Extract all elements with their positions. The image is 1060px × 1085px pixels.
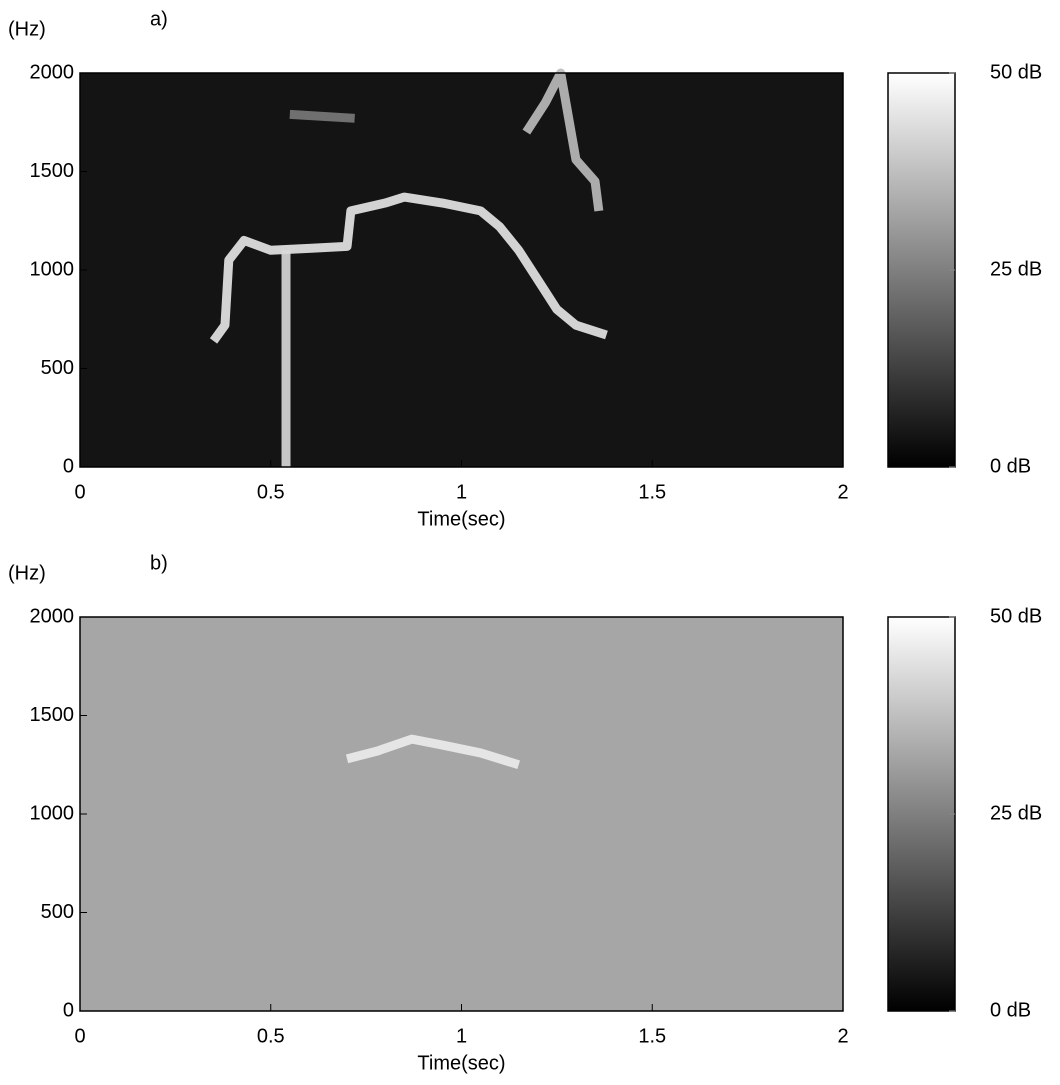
x-tick-label: 1.5: [638, 481, 666, 503]
colorbar: [887, 72, 956, 468]
y-tick-label: 1000: [30, 258, 75, 280]
x-tick-label: 2: [837, 1025, 848, 1047]
x-tick-label: 0.5: [257, 481, 285, 503]
spectral-track: [345, 734, 521, 770]
panel-label: a): [150, 8, 168, 30]
colorbar-tick-label: 0 dB: [990, 455, 1031, 477]
x-tick-label: 1: [456, 481, 467, 503]
y-tick-label: 0: [63, 455, 74, 477]
plot-background: [80, 617, 843, 1011]
y-tick-label: 2000: [30, 605, 75, 627]
colorbar-tick-label: 50 dB: [990, 605, 1042, 627]
colorbar-tick-label: 25 dB: [990, 802, 1042, 824]
spectral-track: [209, 192, 608, 344]
x-axis-label: Time(sec): [417, 508, 505, 530]
x-tick-label: 1: [456, 1025, 467, 1047]
spectral-track: [289, 109, 355, 123]
spectral-track: [522, 68, 604, 212]
y-tick-label: 500: [41, 901, 74, 923]
x-tick-label: 0.5: [257, 1025, 285, 1047]
colorbar: [887, 616, 956, 1012]
y-tick-label: 0: [63, 999, 74, 1021]
y-tick-label: 500: [41, 357, 74, 379]
y-tick-label: 1500: [30, 160, 75, 182]
colorbar-tick-label: 50 dB: [990, 61, 1042, 83]
y-tick-label: 1500: [30, 704, 75, 726]
x-axis-label: Time(sec): [417, 1052, 505, 1074]
colorbar-tick-label: 25 dB: [990, 258, 1042, 280]
panel-label: b): [150, 552, 168, 574]
y-tick-label: 1000: [30, 802, 75, 824]
colorbar-tick-label: 0 dB: [990, 999, 1031, 1021]
y-axis-label: (Hz): [8, 18, 46, 40]
x-tick-label: 0: [74, 481, 85, 503]
y-axis-label: (Hz): [8, 562, 46, 584]
y-tick-label: 2000: [30, 61, 75, 83]
x-tick-label: 2: [837, 481, 848, 503]
plot-background: [80, 73, 843, 467]
x-tick-label: 0: [74, 1025, 85, 1047]
x-tick-label: 1.5: [638, 1025, 666, 1047]
